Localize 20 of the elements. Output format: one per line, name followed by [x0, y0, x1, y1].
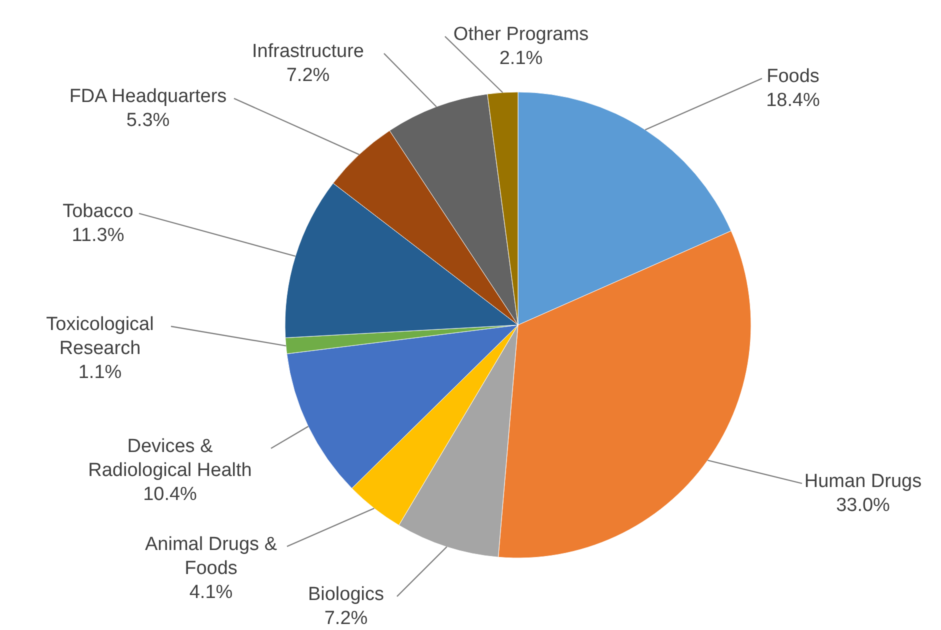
slice-label: Other Programs — [453, 24, 589, 45]
slice-label: Biologics — [308, 584, 384, 605]
slice-label: Tobacco — [62, 201, 134, 222]
data-label: 7.2% — [286, 65, 330, 86]
data-label: 18.4% — [766, 90, 820, 111]
data-label: 2.1% — [499, 48, 543, 69]
slice-label: Foods — [766, 66, 820, 87]
slice-label: Infrastructure — [252, 41, 364, 62]
slice-label: Animal Drugs & Foods — [145, 534, 278, 579]
slice-label: Toxicological Research — [46, 314, 154, 359]
data-label: 33.0% — [836, 495, 890, 516]
data-label: 4.1% — [189, 582, 233, 603]
slice-label: Human Drugs — [804, 471, 922, 492]
data-label: 1.1% — [78, 362, 122, 383]
data-label: 5.3% — [126, 110, 170, 131]
data-label: 10.4% — [143, 484, 198, 505]
slice-label: Devices & Radiological Health — [88, 436, 252, 481]
data-label: 11.3% — [72, 225, 124, 246]
slice-label: FDA Headquarters — [69, 86, 227, 107]
data-label: 7.2% — [324, 608, 368, 629]
